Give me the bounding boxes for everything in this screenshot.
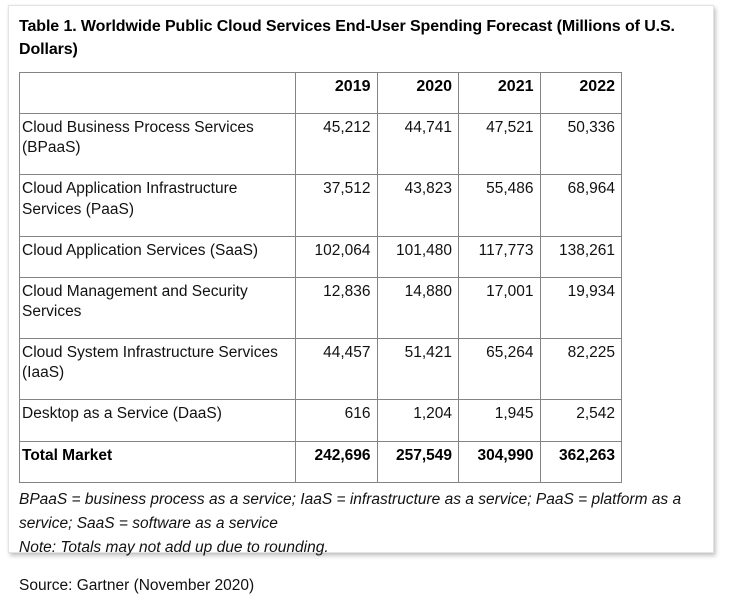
cell-value: 242,696 — [295, 440, 378, 483]
cell-value: 14,880 — [376, 276, 459, 340]
table-row-management-security: Cloud Management and Security Services 1… — [19, 276, 622, 340]
cell-value: 51,421 — [376, 338, 459, 401]
cell-value: 1,945 — [458, 399, 541, 442]
header-row: 2019 2020 2021 2022 — [19, 72, 622, 115]
cell-value: 362,263 — [539, 440, 622, 483]
cell-value: 55,486 — [458, 174, 541, 237]
row-label: Cloud Management and Security Services — [19, 276, 296, 340]
cell-value: 82,225 — [539, 338, 622, 401]
footnote-abbreviations: BPaaS = business process as a service; I… — [19, 490, 682, 532]
cell-value: 138,261 — [539, 235, 622, 278]
cell-value: 50,336 — [539, 113, 622, 176]
cell-value: 68,964 — [539, 174, 622, 237]
cell-value: 37,512 — [295, 174, 378, 237]
corner-cell — [19, 72, 296, 115]
cell-value: 304,990 — [458, 440, 541, 483]
table-title: Table 1. Worldwide Public Cloud Services… — [19, 18, 675, 59]
row-label: Cloud Application Infrastructure Service… — [19, 174, 296, 237]
cell-value: 2,542 — [539, 399, 622, 442]
cell-value: 44,457 — [295, 338, 378, 401]
table-row-total-market: Total Market 242,696 257,549 304,990 362… — [19, 440, 622, 483]
column-header-2022: 2022 — [539, 72, 622, 115]
cell-value: 117,773 — [458, 235, 541, 278]
cell-value: 101,480 — [376, 235, 459, 278]
table-row-iaas: Cloud System Infrastructure Services (Ia… — [19, 338, 622, 401]
cell-value: 17,001 — [458, 276, 541, 340]
source-attribution: Source: Gartner (November 2020) — [19, 576, 255, 594]
cell-value: 19,934 — [539, 276, 622, 340]
cell-value: 65,264 — [458, 338, 541, 401]
cell-value: 1,204 — [376, 399, 459, 442]
cell-value: 616 — [295, 399, 378, 442]
cell-value: 47,521 — [458, 113, 541, 176]
table-row-bpaas: Cloud Business Process Services (BPaaS) … — [19, 113, 622, 176]
footnote-rounding-note: Note: Totals may not add up due to round… — [19, 538, 329, 556]
cell-value: 102,064 — [295, 235, 378, 278]
table-row-saas: Cloud Application Services (SaaS) 102,06… — [19, 235, 622, 278]
column-header-2020: 2020 — [376, 72, 459, 115]
row-label: Cloud Application Services (SaaS) — [19, 235, 296, 278]
column-header-2021: 2021 — [458, 72, 541, 115]
cell-value: 43,823 — [376, 174, 459, 237]
spending-forecast-table: 2019 2020 2021 2022 Cloud Business Proce… — [19, 72, 622, 483]
column-header-2019: 2019 — [295, 72, 378, 115]
row-label: Desktop as a Service (DaaS) — [19, 399, 296, 442]
cell-value: 12,836 — [295, 276, 378, 340]
footnotes: BPaaS = business process as a service; I… — [19, 488, 713, 560]
cell-value: 45,212 — [295, 113, 378, 176]
table-row-paas: Cloud Application Infrastructure Service… — [19, 174, 622, 237]
row-label: Cloud Business Process Services (BPaaS) — [19, 113, 296, 176]
row-label: Cloud System Infrastructure Services (Ia… — [19, 338, 296, 401]
cell-value: 44,741 — [376, 113, 459, 176]
row-label: Total Market — [19, 440, 296, 483]
cell-value: 257,549 — [376, 440, 459, 483]
table-row-daas: Desktop as a Service (DaaS) 616 1,204 1,… — [19, 399, 622, 442]
table-card: Table 1. Worldwide Public Cloud Services… — [8, 5, 714, 594]
